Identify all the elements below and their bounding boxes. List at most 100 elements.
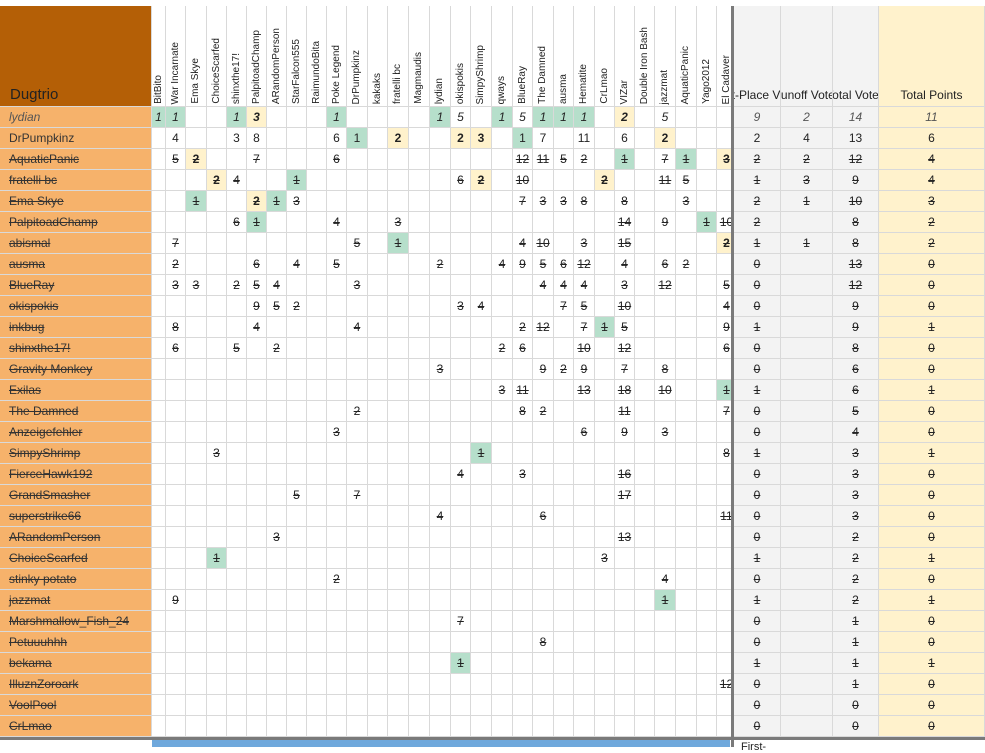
vote-cell[interactable] [676, 506, 697, 527]
vote-cell[interactable] [430, 212, 451, 233]
summary-cell[interactable] [781, 485, 833, 506]
vote-cell[interactable] [368, 527, 388, 548]
vote-cell[interactable] [307, 443, 327, 464]
vote-cell[interactable] [492, 653, 513, 674]
vote-cell[interactable] [697, 191, 717, 212]
vote-cell[interactable] [554, 464, 574, 485]
vote-cell[interactable] [409, 275, 430, 296]
vote-cell[interactable] [430, 548, 451, 569]
vote-cell[interactable] [347, 443, 368, 464]
vote-cell[interactable] [166, 569, 186, 590]
vote-cell[interactable] [227, 359, 247, 380]
vote-cell[interactable] [152, 443, 166, 464]
vote-cell[interactable] [574, 527, 595, 548]
vote-cell[interactable] [471, 632, 492, 653]
summary-cell[interactable] [781, 422, 833, 443]
vote-cell[interactable] [368, 212, 388, 233]
vote-cell[interactable] [676, 464, 697, 485]
row-name-cell[interactable]: Marshmallow_Fish_24 [0, 611, 152, 632]
vote-cell[interactable] [388, 506, 409, 527]
vote-cell[interactable] [152, 422, 166, 443]
vote-cell[interactable] [347, 527, 368, 548]
vote-cell[interactable] [267, 653, 287, 674]
vote-cell[interactable] [247, 695, 267, 716]
vote-cell[interactable] [409, 485, 430, 506]
vote-cell[interactable] [267, 254, 287, 275]
vote-cell[interactable] [595, 338, 615, 359]
vote-cell[interactable] [574, 716, 595, 737]
vote-cell[interactable] [227, 506, 247, 527]
vote-cell[interactable] [267, 464, 287, 485]
vote-cell[interactable] [492, 590, 513, 611]
vote-cell[interactable] [207, 275, 227, 296]
summary-cell[interactable]: 11 [879, 107, 985, 128]
vote-cell[interactable] [368, 380, 388, 401]
vote-cell[interactable]: 1 [554, 107, 574, 128]
vote-cell[interactable] [267, 611, 287, 632]
vote-cell[interactable] [186, 296, 207, 317]
vote-cell[interactable] [287, 695, 307, 716]
vote-cell[interactable] [471, 695, 492, 716]
vote-cell[interactable] [227, 149, 247, 170]
vote-cell[interactable] [655, 401, 676, 422]
vote-cell[interactable] [166, 506, 186, 527]
vote-cell[interactable]: 7 [347, 485, 368, 506]
vote-cell[interactable] [287, 401, 307, 422]
vote-cell[interactable]: 4 [166, 128, 186, 149]
vote-cell[interactable] [347, 674, 368, 695]
vote-cell[interactable] [327, 464, 347, 485]
vote-cell[interactable]: 1 [676, 149, 697, 170]
vote-cell[interactable] [492, 296, 513, 317]
vote-cell[interactable] [451, 212, 471, 233]
vote-cell[interactable] [409, 632, 430, 653]
vote-cell[interactable] [368, 569, 388, 590]
vote-cell[interactable]: 2 [327, 569, 347, 590]
vote-cell[interactable]: 2 [267, 338, 287, 359]
vote-cell[interactable] [166, 380, 186, 401]
vote-cell[interactable] [267, 632, 287, 653]
vote-cell[interactable] [697, 674, 717, 695]
vote-cell[interactable] [287, 128, 307, 149]
summary-cell[interactable] [781, 464, 833, 485]
vote-cell[interactable] [388, 422, 409, 443]
vote-cell[interactable] [307, 548, 327, 569]
vote-cell[interactable]: 3 [451, 296, 471, 317]
vote-cell[interactable]: 3 [513, 464, 533, 485]
vote-cell[interactable] [388, 191, 409, 212]
vote-cell[interactable]: 9 [247, 296, 267, 317]
summary-cell[interactable]: 1 [879, 590, 985, 611]
vote-cell[interactable] [655, 296, 676, 317]
vote-cell[interactable] [595, 506, 615, 527]
vote-cell[interactable]: 6 [533, 506, 554, 527]
vote-cell[interactable] [697, 170, 717, 191]
vote-cell[interactable]: 2 [595, 170, 615, 191]
vote-cell[interactable] [152, 359, 166, 380]
vote-cell[interactable] [430, 632, 451, 653]
vote-cell[interactable] [574, 464, 595, 485]
vote-cell[interactable] [697, 443, 717, 464]
vote-cell[interactable]: 5 [451, 107, 471, 128]
vote-cell[interactable] [186, 674, 207, 695]
vote-cell[interactable] [492, 716, 513, 737]
vote-cell[interactable] [655, 233, 676, 254]
vote-cell[interactable] [287, 569, 307, 590]
vote-cell[interactable] [368, 401, 388, 422]
vote-cell[interactable]: 10 [655, 380, 676, 401]
vote-cell[interactable]: 1 [655, 590, 676, 611]
vote-cell[interactable] [451, 443, 471, 464]
vote-cell[interactable]: 1 [152, 107, 166, 128]
row-name-cell[interactable]: superstrike66 [0, 506, 152, 527]
column-header-cell[interactable]: RaimundoBita [307, 6, 327, 107]
vote-cell[interactable] [186, 506, 207, 527]
vote-cell[interactable] [574, 569, 595, 590]
vote-cell[interactable] [595, 569, 615, 590]
row-name-cell[interactable]: shinxthe17! [0, 338, 152, 359]
vote-cell[interactable] [471, 107, 492, 128]
vote-cell[interactable] [533, 674, 554, 695]
vote-cell[interactable] [207, 716, 227, 737]
column-header-cell[interactable]: shinxthe17! [227, 6, 247, 107]
summary-cell[interactable]: 0 [879, 359, 985, 380]
vote-cell[interactable] [676, 107, 697, 128]
vote-cell[interactable] [186, 527, 207, 548]
vote-cell[interactable] [615, 674, 635, 695]
